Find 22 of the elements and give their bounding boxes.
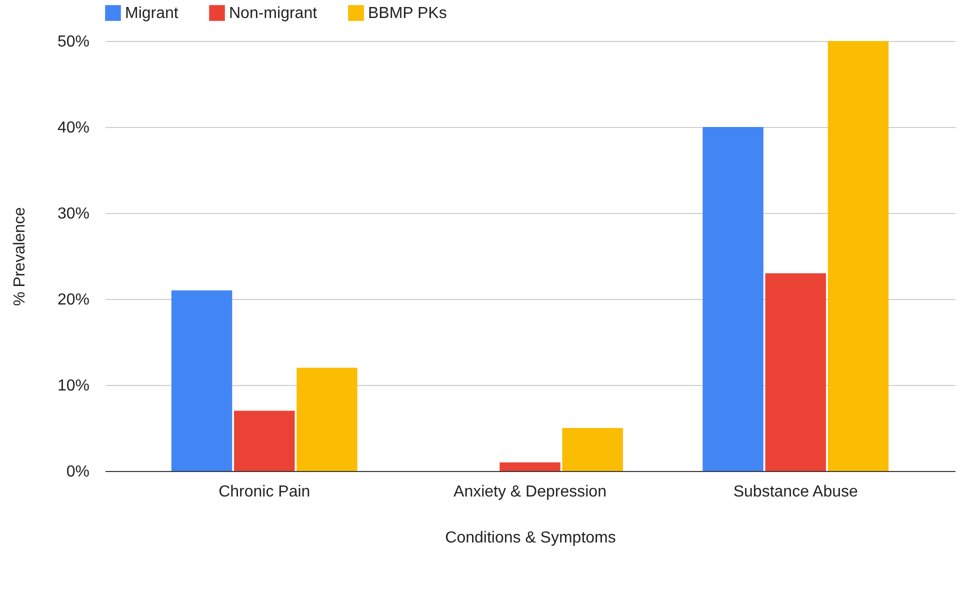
bar (500, 462, 560, 471)
bar (171, 290, 232, 471)
y-axis-title: % Prevalence (11, 207, 28, 306)
bar (765, 273, 826, 471)
x-tick-label: Anxiety & Depression (454, 484, 606, 500)
x-axis-title: Conditions & Symptoms (445, 530, 616, 546)
y-tick-label: 20% (57, 292, 90, 308)
legend-label: BBMP PKs (368, 5, 447, 22)
legend-label: Non-migrant (229, 5, 318, 22)
x-tick-label: Substance Abuse (733, 484, 858, 500)
bar (702, 127, 764, 471)
y-tick-label: 0% (66, 464, 90, 480)
bar (562, 428, 623, 471)
bar (234, 410, 295, 471)
legend-label: Migrant (125, 5, 179, 22)
x-tick-label: Chronic Pain (218, 484, 310, 500)
y-tick-label: 30% (57, 206, 90, 222)
y-tick-label: 10% (57, 378, 90, 394)
y-tick-label: 40% (57, 120, 90, 136)
y-tick-label: 50% (57, 34, 90, 50)
bar (296, 368, 358, 471)
bar (828, 41, 889, 471)
